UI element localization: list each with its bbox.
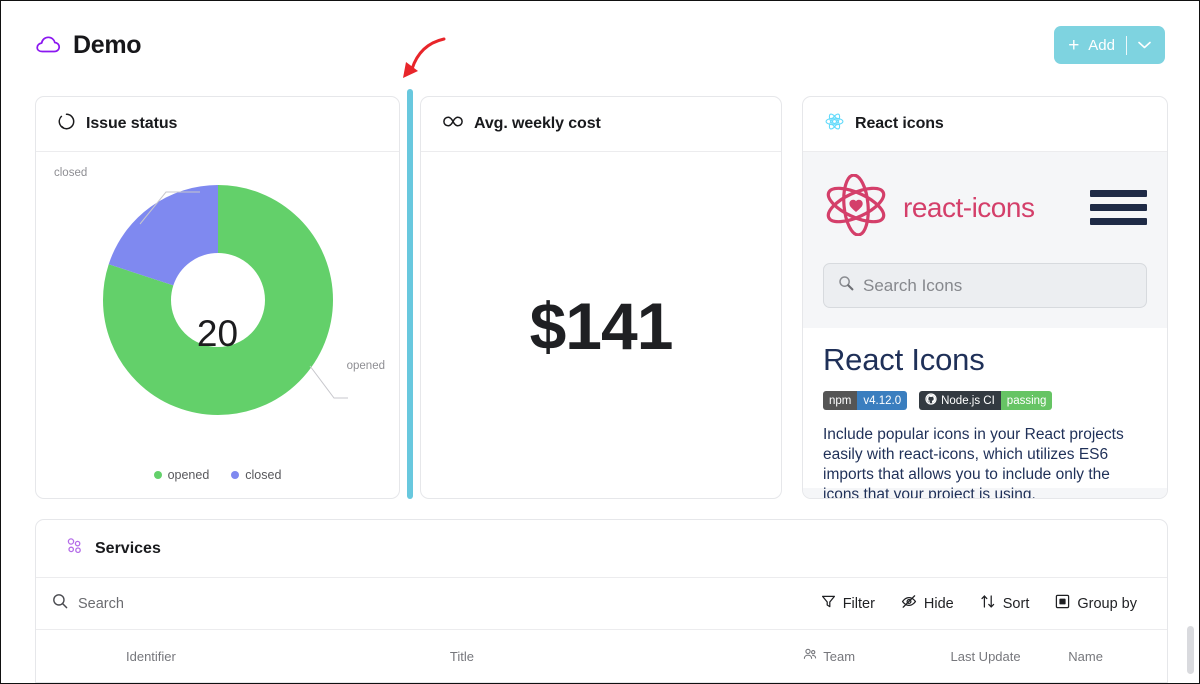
- chevron-down-icon[interactable]: [1138, 41, 1151, 49]
- funnel-icon: [821, 594, 836, 614]
- filter-button[interactable]: Filter: [821, 594, 875, 614]
- search-icons-placeholder: Search Icons: [863, 275, 963, 295]
- embed-description: Include popular icons in your React proj…: [823, 426, 1124, 499]
- divider: [1126, 35, 1127, 55]
- donut-chart: closed opened 20 opened closed: [36, 152, 399, 498]
- column-header-identifier[interactable]: Identifier: [66, 649, 450, 664]
- toolbar-actions: Filter Hide: [821, 594, 1137, 614]
- infinity-icon: [443, 115, 463, 133]
- card-issue-status[interactable]: Issue status closed opened 20: [35, 96, 400, 499]
- card-title: React icons: [855, 115, 944, 132]
- react-icons-embed[interactable]: react-icons: [803, 152, 1167, 498]
- users-icon: [803, 648, 817, 664]
- hide-label: Hide: [923, 595, 954, 612]
- hide-button[interactable]: Hide: [901, 594, 954, 614]
- search-icon: [52, 593, 68, 614]
- table-header-row: Identifier Title Team Last Update: [36, 630, 1167, 682]
- legend-item-closed[interactable]: closed: [231, 468, 281, 482]
- sort-label: Sort: [1002, 595, 1030, 612]
- sort-button[interactable]: Sort: [980, 594, 1030, 614]
- badge-right: passing: [1000, 391, 1053, 410]
- donut-center-value: 20: [196, 313, 239, 354]
- column-header-name[interactable]: Name: [1068, 649, 1137, 664]
- card-header: Issue status: [36, 97, 399, 152]
- github-icon: [925, 393, 937, 408]
- services-header: Services: [36, 520, 1167, 578]
- burger-line: [1090, 190, 1147, 197]
- status-badge-ci[interactable]: Node.js CI passing: [919, 391, 1053, 410]
- column-label: Team: [823, 648, 856, 664]
- brand: Demo: [35, 30, 142, 60]
- card-header: React icons: [803, 97, 1167, 152]
- sort-arrows-icon: [980, 594, 996, 614]
- legend-label-closed: closed: [245, 468, 282, 482]
- vertical-scrollbar[interactable]: [1187, 626, 1194, 674]
- app-header: Demo + Add: [1, 1, 1199, 89]
- group-by-icon: [1055, 594, 1070, 614]
- chart-legend: opened closed: [36, 468, 399, 482]
- legend-dot-closed: [231, 471, 240, 479]
- legend-label-opened: opened: [167, 468, 210, 482]
- metric-value: $141: [529, 288, 674, 363]
- slice-label-closed: closed: [54, 167, 88, 179]
- magnifier-icon: [838, 275, 854, 296]
- legend-item-opened[interactable]: opened: [153, 468, 210, 482]
- column-header-title[interactable]: Title: [450, 649, 803, 664]
- slice-label-opened: opened: [346, 360, 385, 372]
- embed-heading: React Icons: [823, 342, 985, 377]
- card-body: $141: [421, 152, 781, 498]
- card-avg-weekly-cost[interactable]: Avg. weekly cost $141: [420, 96, 782, 499]
- burger-line: [1090, 204, 1147, 211]
- column-label: Identifier: [126, 648, 176, 664]
- embed-logo-row: react-icons: [823, 173, 1147, 241]
- plus-icon: +: [1068, 34, 1080, 56]
- card-react-icons[interactable]: React icons react-icons: [802, 96, 1168, 499]
- column-header-team[interactable]: Team: [803, 648, 950, 664]
- add-button[interactable]: + Add: [1054, 26, 1165, 64]
- widget-grid: Issue status closed opened 20: [35, 96, 1168, 499]
- eye-off-icon: [901, 594, 917, 614]
- services-toolbar: Search Filter: [36, 578, 1167, 630]
- column-header-last-update[interactable]: Last Update: [951, 649, 1069, 664]
- molecule-cluster-icon: [66, 537, 84, 560]
- card-title: Issue status: [86, 115, 178, 132]
- drop-indicator: [407, 89, 413, 499]
- slice-closed: [102, 185, 333, 415]
- badge-left-wrap: Node.js CI: [919, 391, 1001, 410]
- embed-logo-text: react-icons: [903, 191, 1035, 223]
- donut-svg: [102, 185, 348, 415]
- page-title: Demo: [73, 30, 142, 59]
- legend-dot-opened: [153, 471, 162, 479]
- add-button-label: Add: [1088, 36, 1115, 54]
- search-placeholder: Search: [78, 595, 124, 612]
- status-badge-npm[interactable]: npm v4.12.0: [823, 391, 908, 410]
- embed-top: react-icons: [803, 152, 1167, 308]
- hamburger-menu-icon[interactable]: [1090, 190, 1147, 225]
- group-by-button[interactable]: Group by: [1055, 594, 1137, 614]
- filter-label: Filter: [842, 595, 875, 612]
- search-icons-input[interactable]: Search Icons: [823, 263, 1147, 308]
- column-label: Title: [449, 648, 474, 664]
- react-atom-icon: [825, 112, 844, 136]
- card-title: Avg. weekly cost: [474, 115, 601, 132]
- react-icons-logo-icon: [823, 173, 889, 241]
- badge-left: Node.js CI: [941, 394, 995, 407]
- badge-right: v4.12.0: [857, 391, 908, 410]
- circle-dashed-icon: [58, 113, 75, 135]
- card-body: closed opened 20 opened closed: [36, 152, 399, 498]
- column-label: Last Update: [950, 648, 1021, 664]
- embed-content: React Icons npm v4.12.0: [803, 328, 1167, 498]
- burger-line: [1090, 218, 1147, 225]
- badge-left: npm: [823, 391, 858, 410]
- services-panel: Services Search: [35, 519, 1168, 683]
- cloud-icon: [35, 35, 61, 55]
- badge-row: npm v4.12.0: [823, 391, 1147, 410]
- services-title: Services: [95, 539, 161, 557]
- column-label: Name: [1068, 648, 1103, 664]
- group-by-label: Group by: [1077, 595, 1137, 612]
- card-header: Avg. weekly cost: [421, 97, 781, 152]
- search-input[interactable]: Search: [52, 593, 124, 614]
